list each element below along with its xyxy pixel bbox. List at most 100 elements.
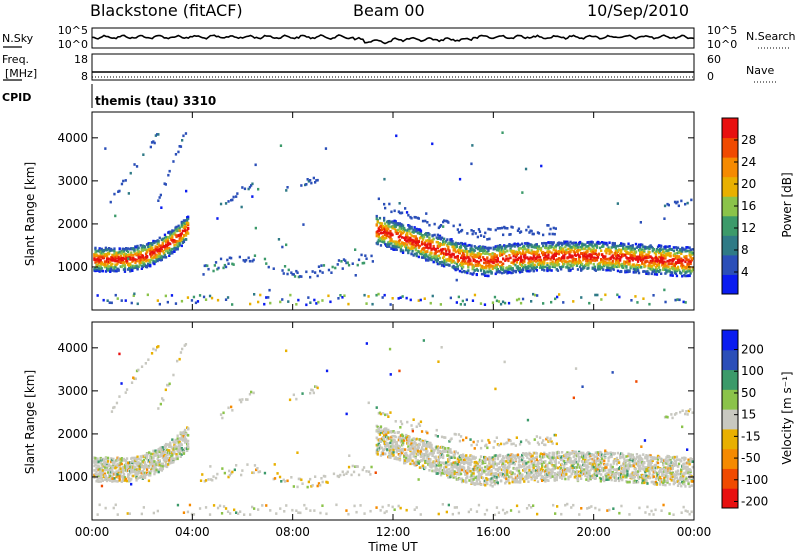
range-gate-cell xyxy=(364,254,366,257)
range-gate-cell xyxy=(426,460,428,463)
range-gate-cell xyxy=(454,472,456,475)
range-gate-cell xyxy=(98,480,100,483)
range-gate-cell xyxy=(249,303,251,306)
range-gate-cell xyxy=(121,463,123,466)
range-gate-cell xyxy=(499,227,501,230)
range-gate-cell xyxy=(604,258,606,261)
range-gate-cell xyxy=(533,255,535,258)
range-gate-cell xyxy=(665,265,667,268)
range-gate-cell xyxy=(107,457,109,460)
range-gate-cell xyxy=(663,265,665,268)
range-gate-cell xyxy=(470,460,472,463)
range-gate-cell xyxy=(125,247,127,250)
range-gate-cell xyxy=(420,230,422,233)
range-gate-cell xyxy=(337,263,339,266)
range-gate-cell xyxy=(216,217,218,220)
range-gate-cell xyxy=(382,296,384,299)
range-gate-cell xyxy=(136,268,138,271)
range-gate-cell xyxy=(321,299,323,302)
range-gate-cell xyxy=(687,259,689,262)
range-gate-cell xyxy=(553,241,555,244)
velocity-plot-background xyxy=(92,322,694,520)
range-gate-cell xyxy=(401,244,403,247)
range-gate-cell xyxy=(385,225,387,228)
range-gate-cell xyxy=(465,247,467,250)
range-gate-cell xyxy=(447,472,449,475)
range-gate-cell xyxy=(612,260,614,263)
range-gate-cell xyxy=(300,184,302,187)
range-gate-cell xyxy=(395,135,397,138)
range-gate-cell xyxy=(521,191,523,194)
range-gate-cell xyxy=(317,301,319,304)
range-gate-cell xyxy=(427,445,429,448)
cpid-value: themis (tau) 3310 xyxy=(95,94,216,108)
range-gate-cell xyxy=(126,480,128,483)
range-gate-cell xyxy=(127,247,129,250)
range-gate-cell xyxy=(330,271,332,274)
range-gate-cell xyxy=(437,435,439,438)
range-gate-cell xyxy=(480,246,482,249)
range-gate-cell xyxy=(217,267,219,270)
range-gate-cell xyxy=(309,179,311,182)
range-gate-cell xyxy=(468,479,470,482)
range-gate-cell xyxy=(635,243,637,246)
range-gate-cell xyxy=(517,245,519,248)
range-gate-cell xyxy=(515,258,517,261)
range-gate-cell xyxy=(459,440,461,443)
range-gate-cell xyxy=(154,454,156,457)
range-gate-cell xyxy=(450,255,452,258)
range-gate-cell xyxy=(355,274,357,277)
range-gate-cell xyxy=(126,457,128,460)
range-gate-cell xyxy=(111,269,113,272)
range-gate-cell xyxy=(177,151,179,154)
range-gate-cell xyxy=(425,239,427,242)
range-gate-cell xyxy=(155,469,157,472)
range-gate-cell xyxy=(416,438,418,441)
range-gate-cell xyxy=(638,272,640,275)
range-gate-cell xyxy=(296,271,298,274)
range-gate-cell xyxy=(365,257,367,260)
range-gate-cell xyxy=(122,264,124,267)
range-gate-cell xyxy=(604,262,606,265)
range-gate-cell xyxy=(376,406,378,409)
range-gate-cell xyxy=(565,249,567,252)
range-gate-cell xyxy=(489,247,491,250)
range-gate-cell xyxy=(628,260,630,263)
range-gate-cell xyxy=(430,248,432,251)
range-gate-cell xyxy=(449,470,451,473)
range-gate-cell xyxy=(173,452,175,455)
range-gate-cell xyxy=(520,252,522,255)
range-gate-cell xyxy=(125,299,127,302)
range-gate-cell xyxy=(640,266,642,269)
range-gate-cell xyxy=(504,251,506,254)
range-gate-cell xyxy=(414,253,416,256)
range-gate-cell xyxy=(523,259,525,262)
range-gate-cell xyxy=(445,253,447,256)
range-gate-cell xyxy=(379,217,381,220)
range-gate-cell xyxy=(458,459,460,462)
range-gate-cell xyxy=(138,458,140,461)
range-gate-cell xyxy=(390,239,392,242)
y-tick-label: 3000 xyxy=(57,174,88,188)
range-gate-cell xyxy=(602,268,604,271)
range-gate-cell xyxy=(157,246,159,249)
noise-sky-trace xyxy=(92,35,694,44)
range-gate-cell xyxy=(225,298,227,301)
range-gate-cell xyxy=(529,269,531,272)
range-gate-cell xyxy=(457,463,459,466)
range-gate-cell xyxy=(680,200,682,203)
range-gate-cell xyxy=(539,256,541,259)
range-gate-cell xyxy=(628,263,630,266)
range-gate-cell xyxy=(473,441,475,444)
range-gate-cell xyxy=(562,265,564,268)
freq-right-tick-bottom: 0 xyxy=(707,70,714,83)
range-gate-cell xyxy=(485,265,487,268)
range-gate-cell xyxy=(187,232,189,235)
range-gate-cell xyxy=(388,225,390,228)
range-gate-cell xyxy=(421,430,423,433)
range-gate-cell xyxy=(383,217,385,220)
range-gate-cell xyxy=(671,272,673,275)
range-gate-cell xyxy=(267,296,269,299)
range-gate-cell xyxy=(433,261,435,264)
